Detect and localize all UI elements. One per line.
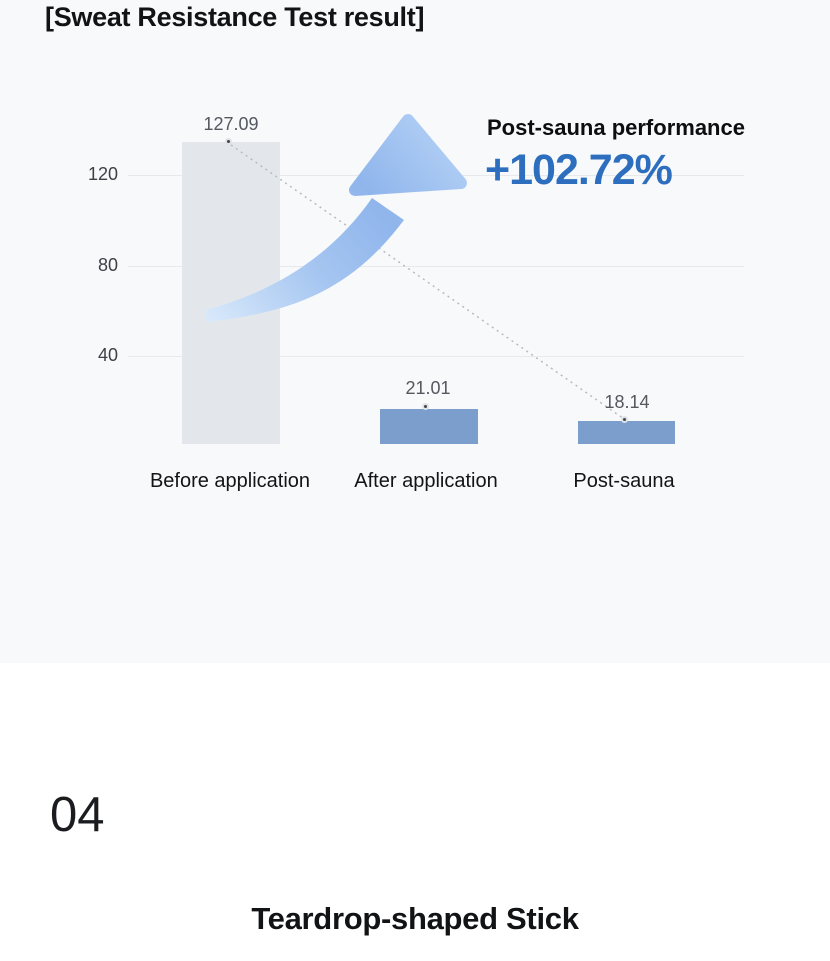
trend-and-arrow-overlay — [206, 114, 628, 422]
feature-title: Teardrop-shaped Stick — [251, 901, 579, 936]
value-label-before: 127.09 — [203, 114, 259, 134]
data-point-dot — [225, 138, 232, 145]
category-label-after: After application — [354, 470, 498, 492]
next-feature-section: 04 Teardrop-shaped Stick — [0, 663, 830, 961]
chart-title: [Sweat Resistance Test result] — [45, 2, 425, 32]
annotation-label: Post-sauna performance — [487, 115, 745, 140]
y-axis-tick-80: 80 — [97, 255, 118, 275]
annotation-value: +102.72% — [485, 146, 673, 194]
bar-post-sauna — [578, 421, 675, 444]
category-label-before: Before application — [149, 470, 311, 492]
bar-before-application — [182, 142, 280, 444]
sweat-test-chart-section: [Sweat Resistance Test result] 120 80 40 — [45, 2, 745, 492]
y-axis-tick-120: 120 — [87, 164, 118, 184]
growth-arrow-head — [349, 114, 467, 196]
value-label-after: 21.01 — [405, 378, 451, 398]
y-axis-tick-40: 40 — [97, 345, 118, 365]
feature-number: 04 — [50, 788, 105, 842]
value-label-sauna: 18.14 — [604, 392, 650, 412]
category-label-sauna: Post-sauna — [573, 470, 675, 492]
data-point-dot — [422, 403, 429, 410]
data-point-dot — [621, 416, 628, 423]
bar-after-application — [380, 409, 478, 444]
